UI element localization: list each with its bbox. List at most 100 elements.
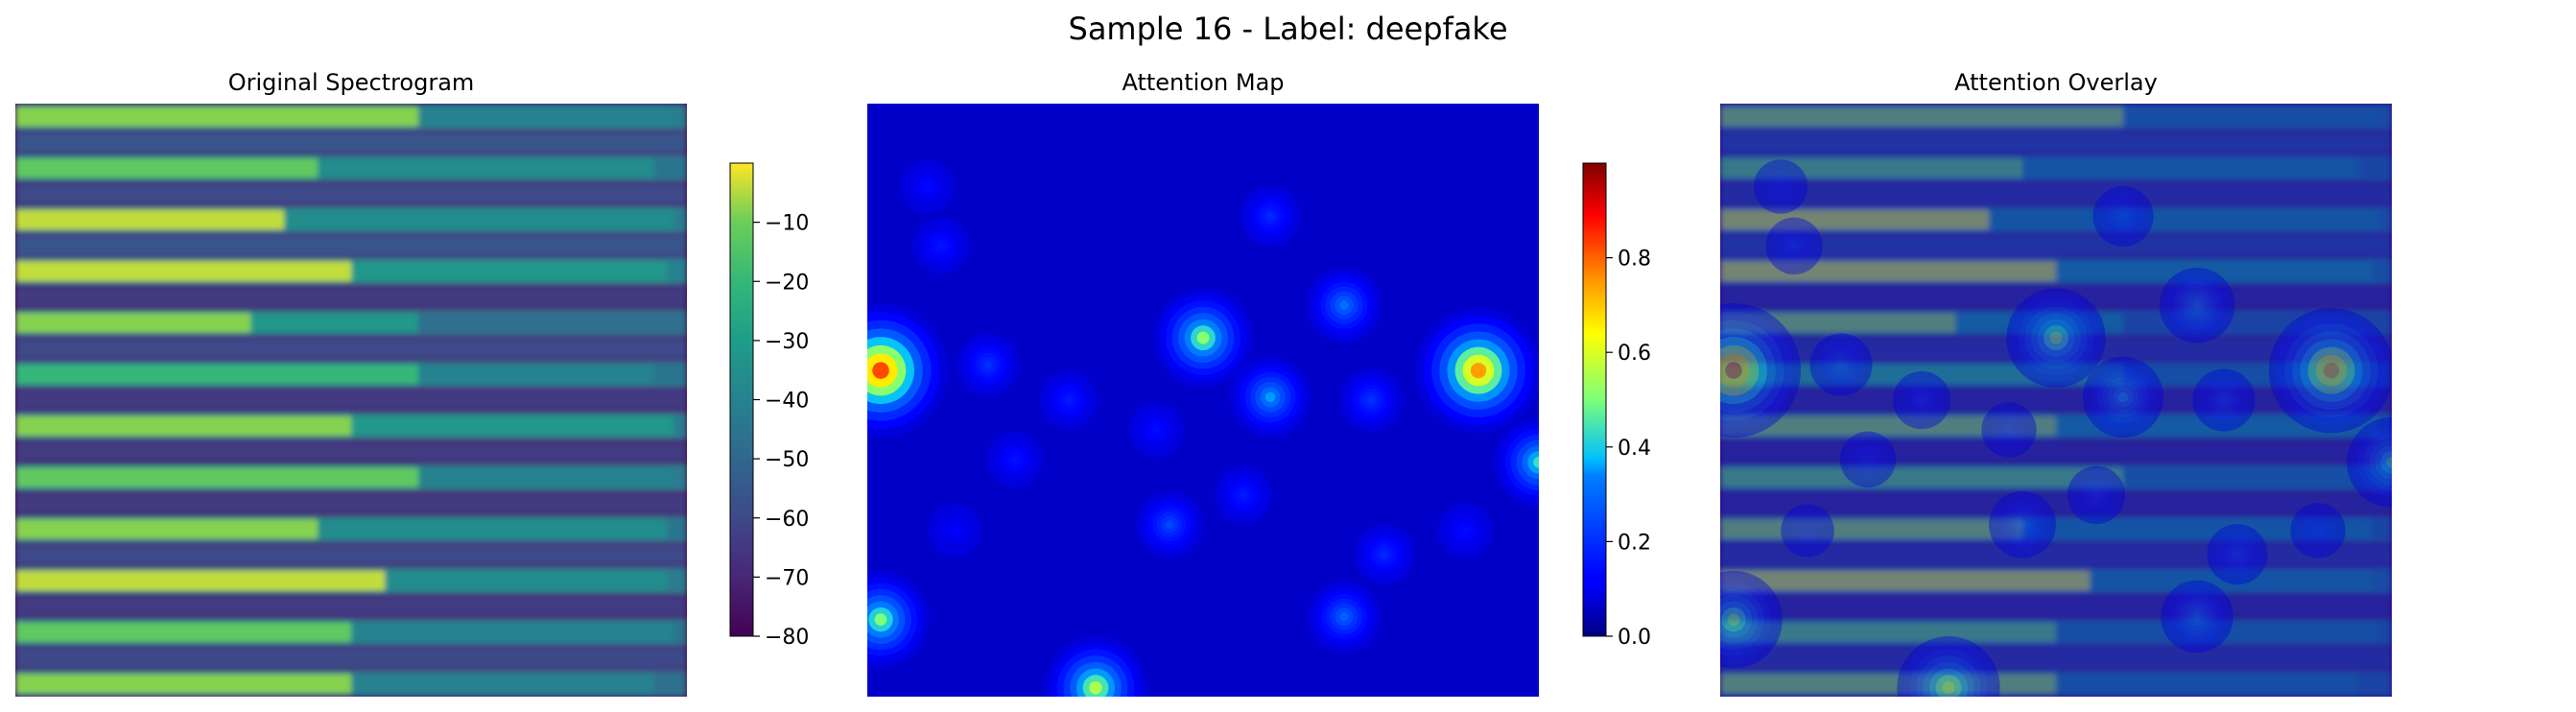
attention-peak	[2386, 457, 2392, 468]
attention-peak	[1829, 352, 1854, 377]
attention-peak	[1928, 668, 1969, 697]
colorbar-tick-label: −70	[765, 566, 809, 590]
colorbar-tick-label: 0.4	[1618, 437, 1651, 461]
attention-peak	[1896, 374, 1948, 426]
attention-peak	[1787, 510, 1828, 551]
attention-peak	[1777, 182, 1784, 191]
attention-peak	[2102, 376, 2144, 417]
attention-peak	[1266, 212, 1274, 221]
attention-peak	[2192, 300, 2202, 311]
spectrogram-harmonic	[351, 622, 674, 643]
attention-peak	[2301, 513, 2335, 548]
attention-peak	[2044, 325, 2068, 351]
spectrogram-harmonic	[284, 209, 674, 230]
spectrogram-harmonic	[15, 545, 687, 565]
attention-peak	[2067, 465, 2126, 525]
attention-peak	[2168, 276, 2226, 334]
attention-peak	[937, 242, 945, 250]
attention-peak	[2009, 511, 2036, 537]
attention-peak	[1264, 392, 1276, 403]
attention-peak	[1381, 550, 1388, 558]
spectrogram-harmonic	[15, 364, 418, 385]
attention-peak	[1854, 445, 1882, 474]
spectrogram-harmonic	[15, 235, 687, 255]
attention-peak	[2169, 589, 2225, 644]
attention-peak	[1772, 225, 1816, 268]
spectrogram-harmonic	[1720, 493, 2392, 513]
attention-peak	[2088, 362, 2159, 433]
attention-peak	[2001, 503, 2044, 546]
spectrogram-harmonic	[351, 674, 653, 694]
spectrogram-harmonic	[1720, 339, 2392, 359]
attention-peak	[2307, 520, 2328, 541]
spectrogram-harmonic	[418, 467, 674, 487]
attention-peak	[2012, 294, 2100, 382]
spectrogram-harmonic	[2022, 157, 2358, 178]
attention-peak	[2214, 531, 2260, 578]
attention-peak	[2230, 546, 2245, 562]
attention-peak	[2192, 611, 2202, 622]
attention-peak	[2092, 367, 2154, 428]
attention-peak	[2222, 538, 2253, 570]
attention-map-title: Attention Map	[1122, 69, 1285, 96]
spectrogram-harmonic	[1720, 209, 1989, 230]
attention-peak	[1065, 396, 1073, 404]
attention-peak	[1988, 409, 2030, 451]
spectrogram-harmonic	[1720, 390, 2392, 411]
attention-peak	[2031, 313, 2081, 363]
attention-peak	[2174, 593, 2220, 640]
attention-peak	[2159, 267, 2235, 344]
spectrogram-harmonic	[351, 261, 667, 281]
attention-peak	[2161, 580, 2233, 653]
attention-peak	[1760, 166, 1802, 207]
attention-peak	[1725, 362, 1742, 379]
attention-peak	[2292, 331, 2371, 410]
attention-peak	[2117, 392, 2129, 403]
attention-peak	[2363, 434, 2392, 491]
spectrogram-harmonic	[15, 467, 418, 487]
spectrogram-harmonic	[250, 313, 418, 333]
attention-peak	[983, 360, 993, 368]
spectrogram-harmonic	[2056, 674, 2358, 694]
spectrogram-harmonic	[1720, 519, 2022, 539]
attention-peak	[1720, 320, 1784, 421]
spectrogram-harmonic	[15, 674, 351, 694]
attention-peak	[1720, 577, 1777, 663]
attention-peak	[1992, 412, 2026, 447]
attention-peak	[2307, 346, 2355, 394]
attention-peak	[1720, 311, 1793, 430]
attention-peak	[2187, 607, 2207, 627]
attention-peak	[1825, 348, 1857, 381]
spectrogram-harmonic	[15, 157, 318, 178]
spectrogram-harmonic	[1720, 622, 2056, 643]
spectrogram-harmonic	[385, 570, 667, 591]
attention-peak	[1809, 333, 1873, 396]
attention-peak	[1165, 520, 1174, 530]
attention-map-image	[867, 159, 1539, 697]
attention-peak	[1780, 231, 1808, 261]
overlay-jet-base	[1720, 104, 2392, 697]
attention-peak	[1339, 611, 1349, 622]
attention-peak	[1850, 441, 1886, 478]
attention-peak	[1942, 681, 1955, 695]
spectrogram-harmonic	[1720, 107, 2123, 127]
attention-peak	[2183, 603, 2211, 630]
attention-peak	[1784, 507, 1832, 555]
attention-peak	[1770, 176, 1791, 198]
attention-peak	[2187, 296, 2207, 315]
attention-peak	[2049, 331, 2063, 344]
attention-peak	[2089, 487, 2104, 503]
spectrogram-harmonic	[2123, 107, 2378, 127]
attention-peak	[2018, 520, 2027, 530]
attention-peak	[2178, 286, 2216, 324]
attention-peak	[2006, 288, 2106, 388]
attention-peak	[1720, 588, 1764, 651]
colorbar-tick-label: −10	[765, 212, 809, 236]
attention-peak	[1781, 504, 1834, 558]
attention-peak	[2219, 395, 2229, 405]
attention-peak	[1832, 356, 1850, 373]
attention-peak	[2323, 362, 2340, 379]
attention-peak	[2112, 204, 2135, 228]
attention-peak	[1813, 337, 1869, 392]
colorbar-tick-label: 0.8	[1618, 248, 1651, 272]
